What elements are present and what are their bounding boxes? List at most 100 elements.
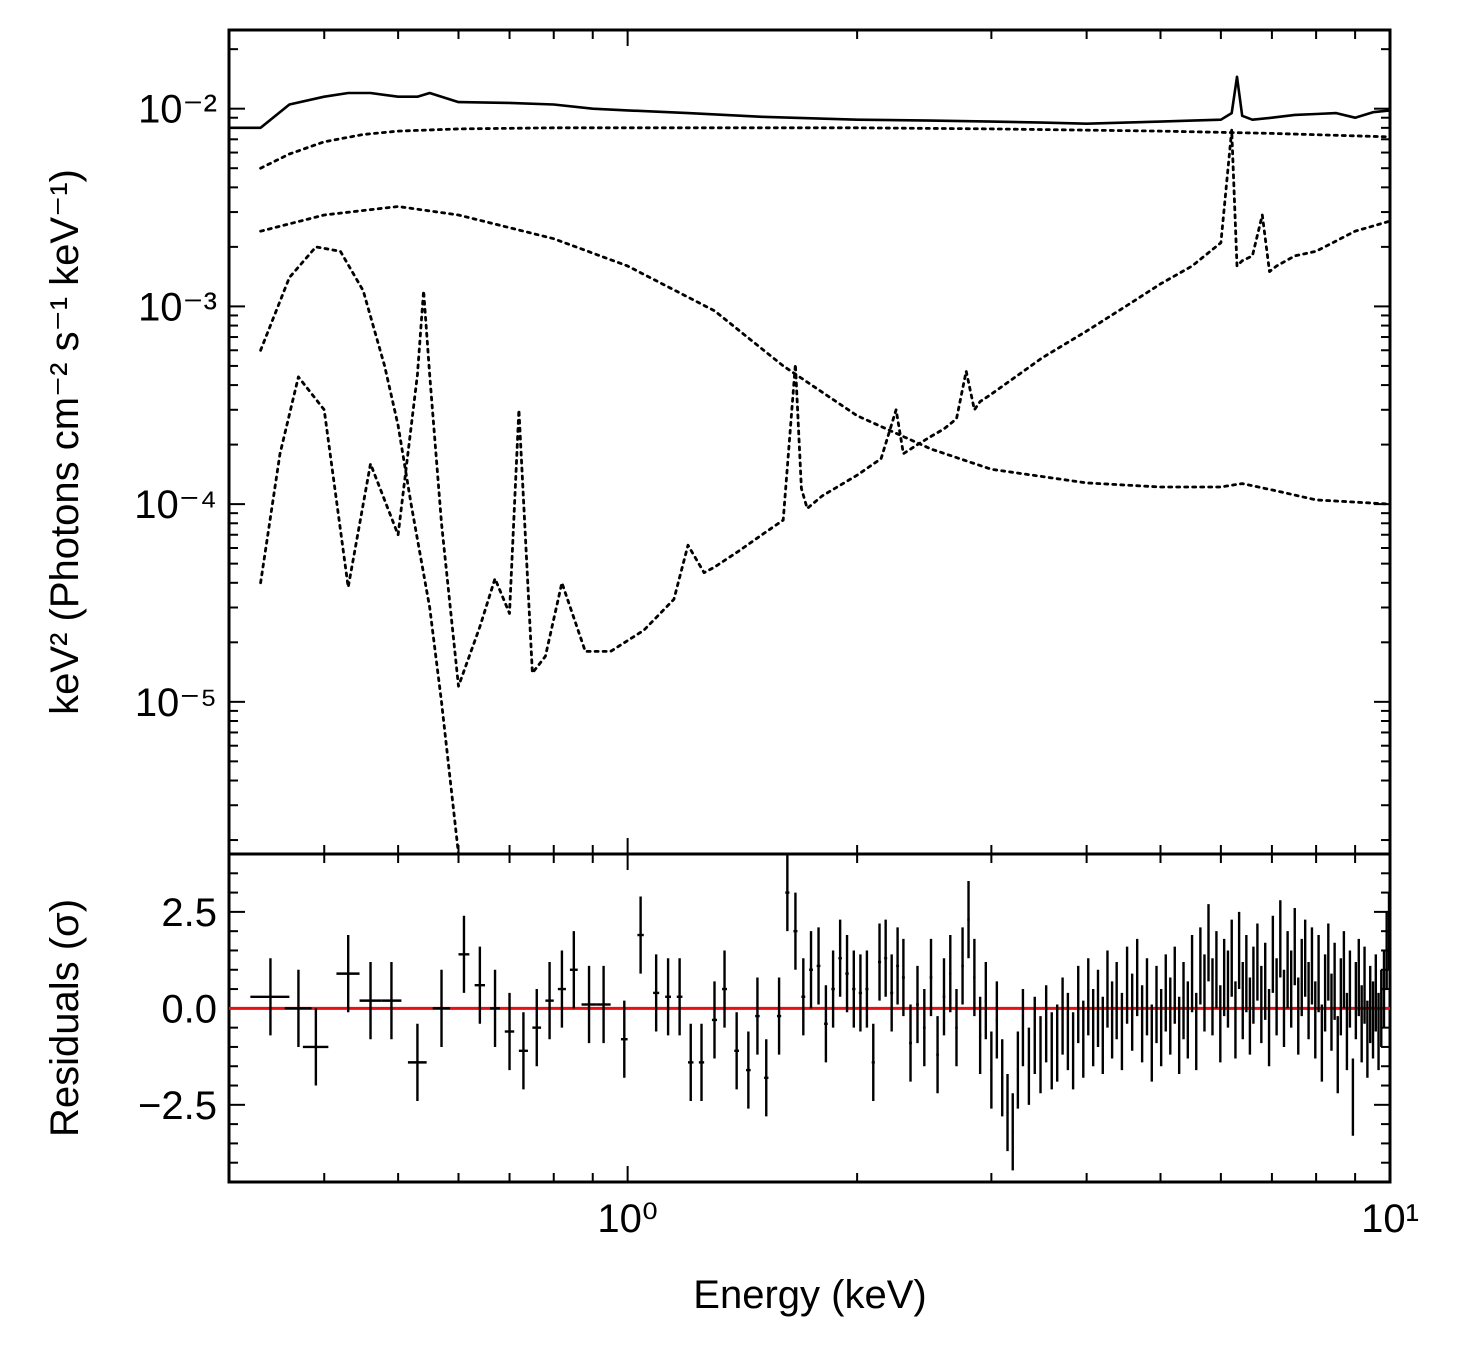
residual-point [1256,923,1259,1001]
residual-point [1130,973,1134,1051]
residual-point [458,915,470,993]
residual-point [518,1012,528,1090]
residual-point [1039,1016,1042,1094]
model-component-line-2 [259,205,1392,506]
residual-point [1360,985,1363,1063]
residual-point [1357,938,1360,1017]
residual-point [995,981,999,1059]
residual-point [1241,962,1244,1040]
residual-point [776,977,782,1055]
residual-point [722,950,727,1028]
residual-point [359,962,382,1040]
residual-point [532,989,542,1067]
residual-point [1371,981,1375,1059]
residual-point [1310,927,1314,1005]
residual-point [1082,1000,1085,1078]
residuals-ticks [228,854,1391,1182]
residual-point [1215,931,1218,1009]
residual-point [1006,1073,1009,1152]
residual-point [865,950,869,1028]
residual-point [1351,1058,1355,1136]
residual-point [901,938,905,1017]
residual-point [890,954,894,1032]
residual-point [1140,985,1144,1063]
y-tick-label: 2.5 [161,891,217,935]
residual-point [871,1023,875,1101]
residual-point [1377,992,1380,1071]
energy-x-axis-label: Energy (keV) [693,1273,926,1317]
residual-point [852,950,856,1028]
residual-point [1207,904,1210,982]
residual-point [302,1008,329,1086]
residual-point [1061,977,1064,1055]
residual-point [1248,977,1252,1055]
residual-point [1120,992,1124,1071]
residual-point [942,958,946,1036]
residual-point [1279,900,1282,978]
residual-point [336,935,360,1013]
residual-point [909,1004,912,1082]
residual-point [1252,946,1255,1024]
residual-point [1275,958,1278,1036]
residual-point [1342,931,1346,1009]
residual-point [474,946,485,1024]
residual-point [620,1000,628,1078]
model-component-line-1 [259,126,1392,170]
residual-point [1050,1012,1053,1090]
residual-point [1226,950,1230,1028]
residual-point [1155,965,1158,1044]
residual-point [1145,958,1149,1036]
residual-point [884,919,888,997]
residual-point [1087,958,1090,1036]
residual-point [637,896,644,974]
residual-point [1366,1000,1369,1078]
residual-point [1164,954,1167,1032]
residual-point [1369,965,1372,1044]
residuals-panel-frame [227,852,1392,1184]
residual-point [1289,950,1293,1028]
residual-point [1271,915,1275,993]
residual-point [1091,989,1095,1067]
residual-point [653,954,660,1032]
residual-point [1159,989,1163,1067]
residual-point [1339,958,1343,1036]
residual-point [877,923,882,1001]
residual-point [1027,1027,1031,1105]
residual-point [1323,954,1327,1032]
residual-point [734,1012,740,1090]
residual-point [1348,950,1352,1028]
x-tick-label: 10⁰ [597,1197,658,1241]
residual-point [1385,911,1388,990]
residual-point [711,981,718,1059]
residual-point [1125,946,1129,1024]
residual-point [381,962,402,1040]
residual-point [1264,942,1267,1020]
residual-point [984,962,988,1040]
residual-point [1115,962,1118,1040]
residual-point [1066,992,1070,1071]
residual-point [1330,973,1333,1051]
residual-point [1354,962,1358,1040]
residuals-y-axis-label: Residuals (σ) [43,899,87,1137]
residual-point [1021,989,1025,1067]
residual-point [581,965,597,1044]
spectrum-ticks [228,30,1391,854]
model-component-line-4 [259,128,1392,688]
residual-point [569,931,578,1009]
residual-point [916,965,919,1044]
residual-point [978,996,982,1074]
residual-point [1203,954,1206,1032]
residual-point [1303,919,1307,997]
residuals-points [250,854,1391,1171]
residual-point [967,881,970,959]
residual-point [1077,965,1080,1044]
residual-point [1260,965,1263,1044]
spectrum-series [229,75,1392,856]
total-model-line [229,75,1391,130]
residual-point [407,1023,427,1101]
residual-point [1150,1004,1153,1082]
residual-point [1297,977,1300,1055]
model-component-line-3 [259,245,460,856]
residual-point [504,992,515,1071]
residual-point [1001,1039,1004,1117]
